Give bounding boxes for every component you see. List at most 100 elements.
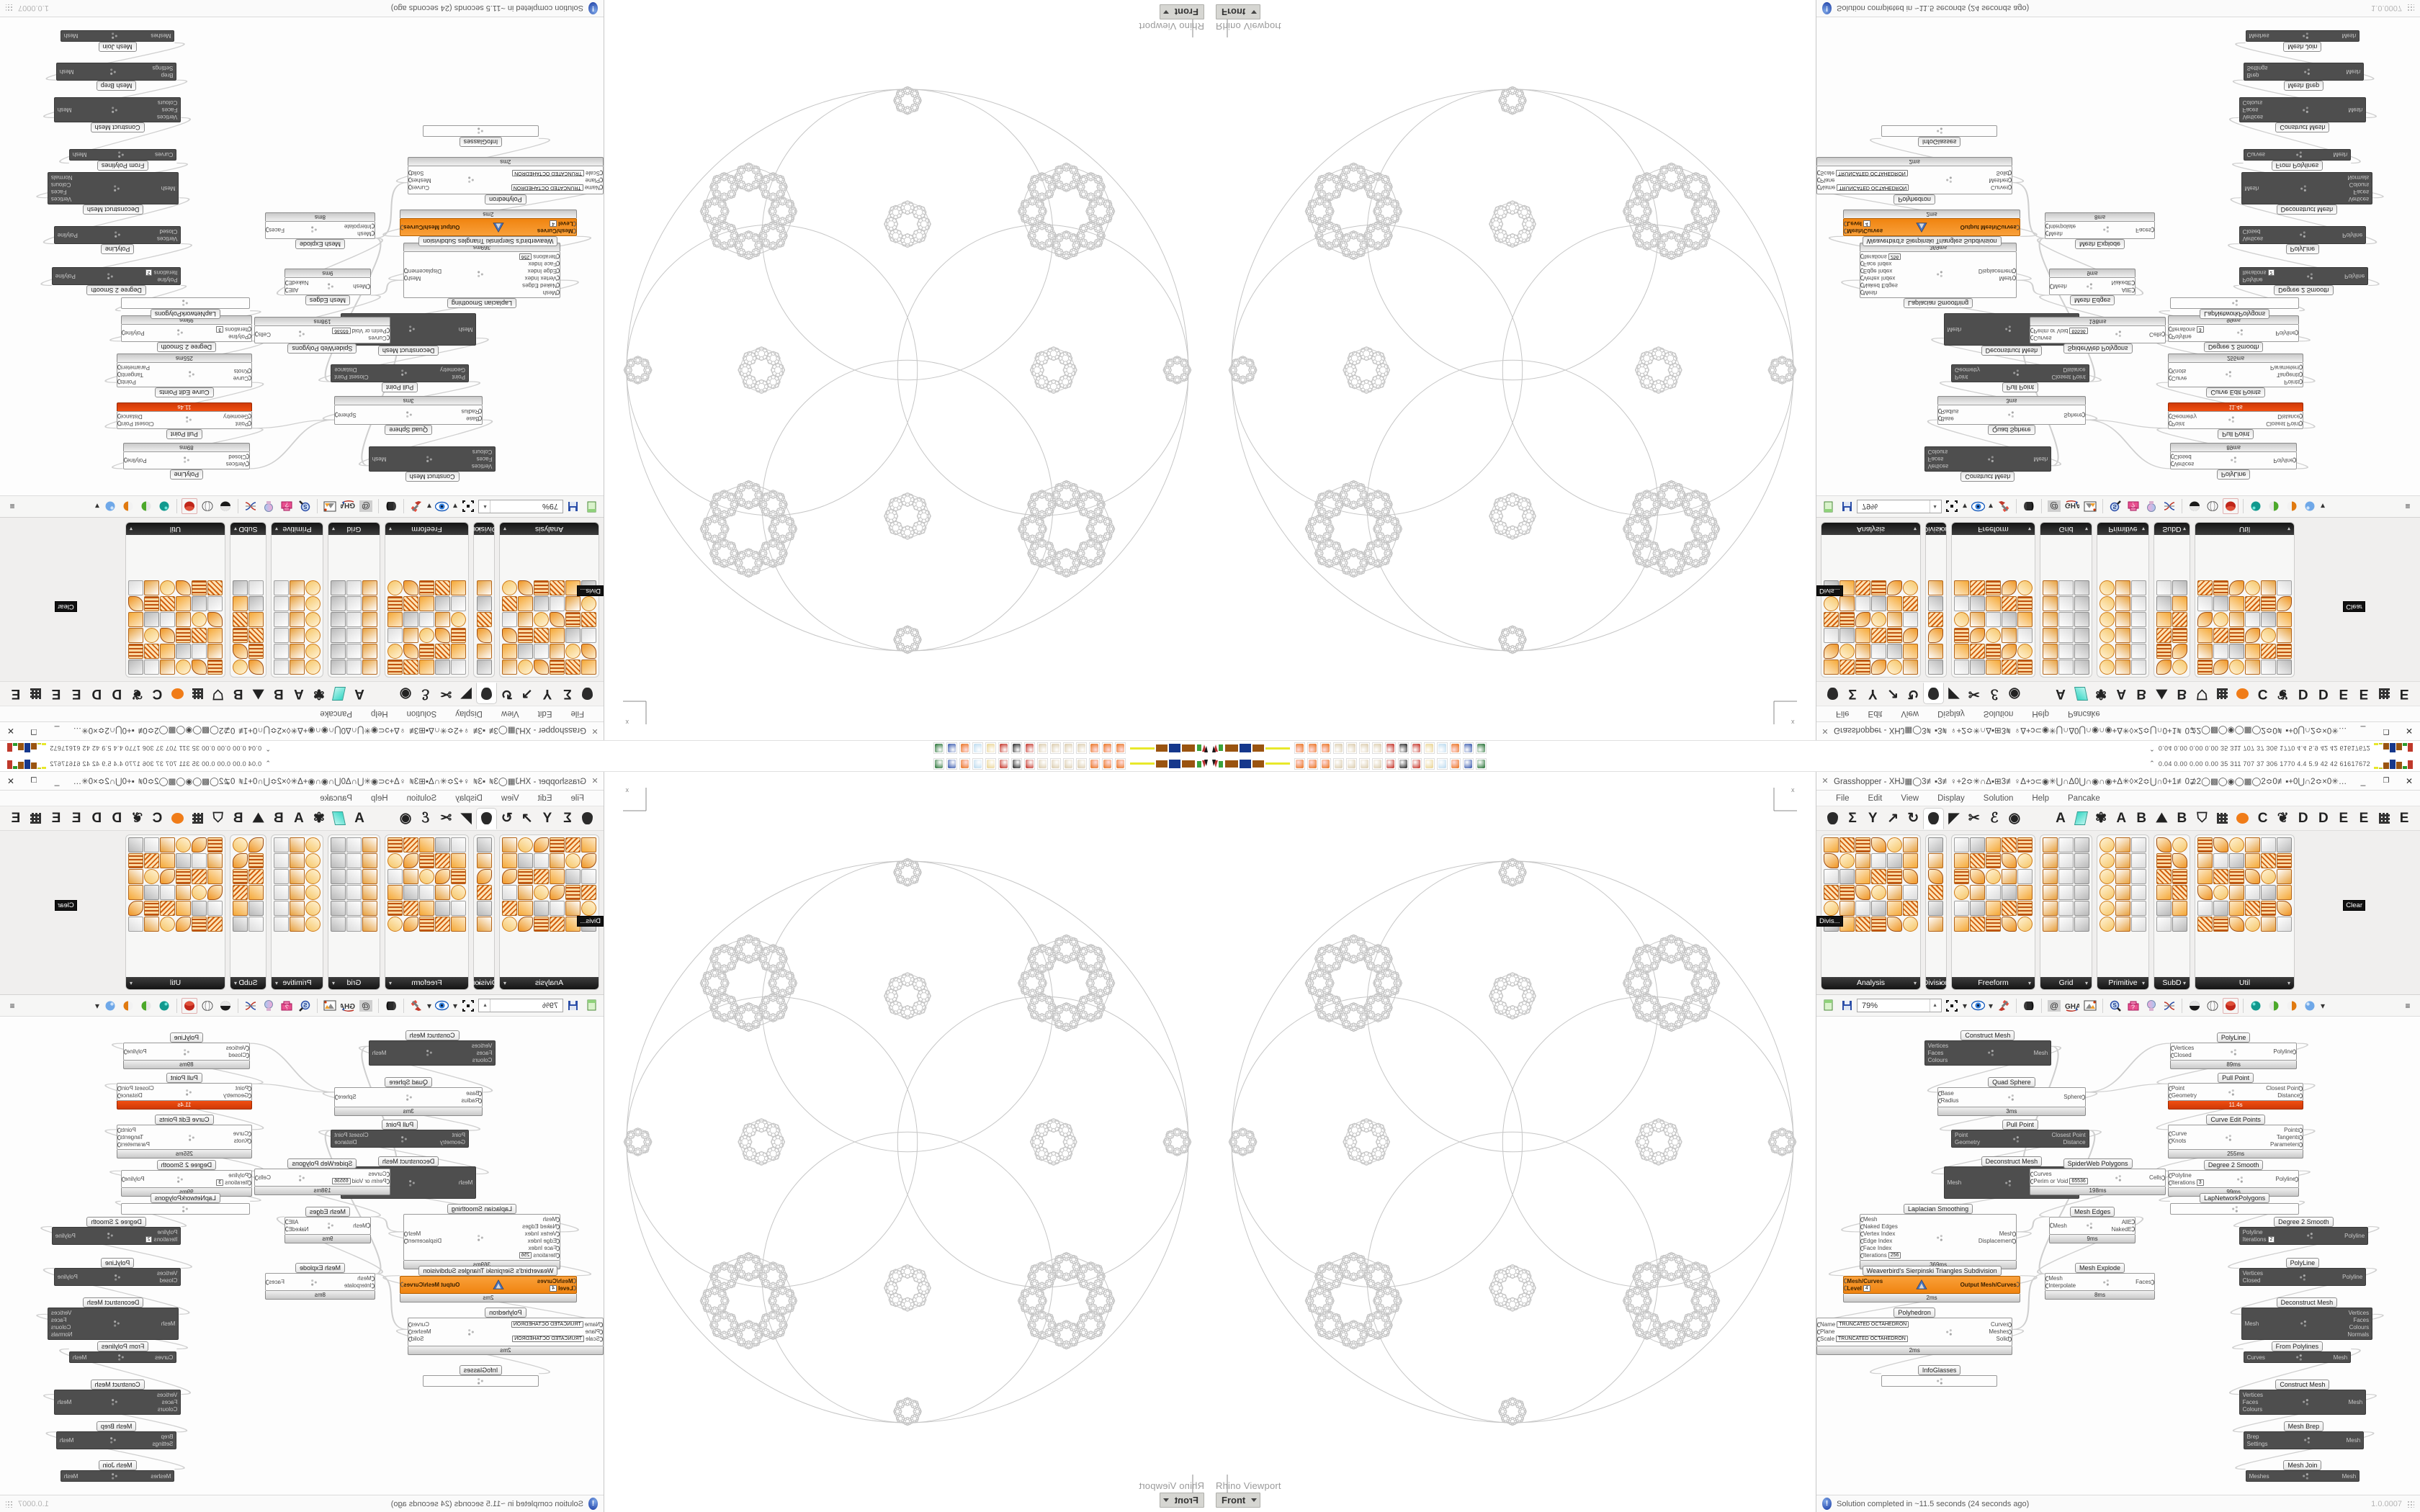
gh-node-lap-network-polygons[interactable]: LapNetworkPolygons xyxy=(120,297,251,319)
gh-node-body[interactable]: Curve Knots Points Tangents Parameters xyxy=(116,361,253,387)
bake-icon[interactable] xyxy=(383,499,399,515)
shade-dark-icon[interactable] xyxy=(218,499,233,515)
gimp-icon[interactable] xyxy=(1333,742,1344,755)
chevron-down-icon[interactable]: ▲ xyxy=(480,500,490,513)
gh-node-nickname[interactable]: From Polylines xyxy=(97,160,149,171)
gh-input-port[interactable] xyxy=(464,374,468,379)
at-sign-icon[interactable]: @ xyxy=(358,499,374,515)
gh-input-port[interactable] xyxy=(248,375,252,381)
gh-input-row[interactable]: Settings xyxy=(153,65,176,71)
ribbon-group-label[interactable]: Analysis ▾ xyxy=(500,523,599,535)
gh-input-row[interactable]: Mesh xyxy=(161,185,179,192)
gh-input-value[interactable]: 4 xyxy=(550,220,557,228)
gh-node-body[interactable]: Name TRUNCATED OCTAHEDRON Plane Scale TRUNCA… xyxy=(407,165,604,195)
ribbon-component-icon[interactable] xyxy=(144,644,159,659)
gh-input-port[interactable] xyxy=(248,326,252,332)
ribbon-component-icon[interactable] xyxy=(502,644,517,659)
gh-node-nickname[interactable]: Mesh Edges xyxy=(305,295,350,306)
gh-input-port[interactable] xyxy=(385,335,390,341)
rhino-icon[interactable] xyxy=(1385,742,1396,755)
gh-output-row[interactable]: Mesh xyxy=(69,151,86,158)
ribbon-component-icon[interactable] xyxy=(581,644,596,659)
ribbon-component-icon[interactable] xyxy=(502,612,517,627)
gh-input-port[interactable] xyxy=(248,420,252,426)
gh-node-body[interactable]: Base Radius Sphere xyxy=(333,405,483,425)
ribbon-component-icon[interactable] xyxy=(160,596,175,611)
ribbon-component-icon[interactable] xyxy=(435,596,450,611)
ribbon-group-grid[interactable] xyxy=(230,578,266,677)
blender-icon[interactable] xyxy=(998,742,1009,755)
ribbon-component-icon[interactable] xyxy=(207,596,223,611)
menu-item-edit[interactable]: Edit xyxy=(537,709,552,719)
gh-output-row[interactable]: Vertices xyxy=(48,196,71,202)
gh-node-nickname[interactable]: SpiderWeb Polygons xyxy=(287,343,357,354)
ribbon-component-icon[interactable] xyxy=(502,580,517,595)
ribbon-component-icon[interactable] xyxy=(477,612,492,627)
mat-blue-icon[interactable] xyxy=(102,499,118,515)
ribbon-group-analysis[interactable]: Analysis ▾ xyxy=(499,522,599,678)
gh-output-row[interactable]: Normals xyxy=(48,174,73,181)
gh-input-port[interactable] xyxy=(172,66,176,71)
gh-node-spiderweb-polygons[interactable]: SpiderWeb Polygons Curves Perim or Void 655… xyxy=(254,316,390,354)
ribbon-component-icon[interactable] xyxy=(144,596,159,611)
gh-output-port[interactable] xyxy=(331,367,336,372)
quadrant-top-left[interactable]: ⌃ 0.04 0.00 0.00 0.00 35 311 707 37 306 … xyxy=(0,0,1210,756)
ribbon-component-icon[interactable] xyxy=(518,644,533,659)
ribbon-component-icon[interactable] xyxy=(362,644,377,659)
ribbon-component-icon[interactable] xyxy=(305,660,321,675)
firefox-icon[interactable] xyxy=(959,742,970,755)
gh-node-body[interactable]: Mesh AllE NakedE xyxy=(284,277,371,296)
ribbon-component-icon[interactable] xyxy=(435,612,450,627)
start-logo-icon[interactable] xyxy=(1212,744,1224,754)
gh-node-nickname[interactable]: Laplacian Smoothing xyxy=(447,297,516,308)
rhino-canvas[interactable]: x Rhino Viewport Front xyxy=(1210,0,1816,740)
ribbon-component-icon[interactable] xyxy=(403,596,418,611)
ribbon-component-icon[interactable] xyxy=(144,580,159,595)
gh-node-nickname[interactable]: Weaverbird's Sierpinski Triangles Subdiv… xyxy=(418,236,558,247)
ribbon-component-icon[interactable] xyxy=(403,580,418,595)
ribbon-component-icon[interactable] xyxy=(387,596,403,611)
ribbon-group-label[interactable]: Freeform ▾ xyxy=(385,523,468,535)
ribbon-component-icon[interactable] xyxy=(346,660,362,675)
calculator-icon[interactable] xyxy=(1437,742,1448,755)
gh-input-row[interactable]: Colours xyxy=(472,449,496,455)
ribbon-tab-addon-a2[interactable]: A xyxy=(289,683,309,705)
ribbon-component-icon[interactable] xyxy=(176,612,191,627)
gh-node-from-polylines[interactable]: From Polylines Curves Mesh xyxy=(68,148,177,171)
gh-node-quad-sphere[interactable]: Quad Sphere Base Radius Sphere 3ms xyxy=(333,396,483,435)
ribbon-tab-addon-bird[interactable]: ❦ xyxy=(127,683,147,705)
gh-input-port[interactable] xyxy=(176,228,181,234)
gh-output-port[interactable] xyxy=(400,225,405,230)
gh-output-port[interactable] xyxy=(54,107,58,113)
rhino-canvas[interactable]: x Rhino Viewport Front xyxy=(604,0,1210,740)
ribbon-component-icon[interactable] xyxy=(128,580,143,595)
gh-input-row[interactable]: Colours xyxy=(157,99,181,106)
gh-node-body[interactable]: Mesh Interpolate Faces xyxy=(265,220,375,239)
ribbon-component-icon[interactable] xyxy=(176,596,191,611)
mat-orange-icon[interactable] xyxy=(120,499,136,515)
taskbar[interactable]: ⌃ 0.04 0.00 0.00 0.00 35 311 707 37 306 … xyxy=(0,740,1210,756)
gh-input-port[interactable] xyxy=(478,415,483,421)
gh-input-port[interactable] xyxy=(556,268,560,274)
gh-node-body[interactable]: Vertices Faces Colours Mesh xyxy=(368,446,496,472)
ribbon-component-icon[interactable] xyxy=(387,660,403,675)
menu-item-solution[interactable]: Solution xyxy=(406,709,437,719)
ribbon-component-icon[interactable] xyxy=(387,628,403,643)
ribbon-component-icon[interactable] xyxy=(128,628,143,643)
gh-output-row[interactable]: NakedE xyxy=(285,279,309,286)
gh-output-row[interactable]: Mesh xyxy=(369,456,386,462)
ribbon-component-icon[interactable] xyxy=(274,660,289,675)
gh-output-row[interactable]: Meshes xyxy=(408,177,431,184)
ribbon-component-icon[interactable] xyxy=(192,628,207,643)
ribbon-component-icon[interactable] xyxy=(387,612,403,627)
ribbon-tab-addon-b2[interactable]: B xyxy=(228,683,248,705)
gh-node-nickname[interactable]: Mesh Explode xyxy=(295,238,345,249)
ribbon-group-grid[interactable] xyxy=(474,578,494,677)
ribbon-tab-mesh-flag[interactable]: ◤ xyxy=(456,683,476,705)
gh-input-row[interactable]: Mesh xyxy=(519,289,560,296)
ribbon-group-label[interactable]: Grid ▾ xyxy=(328,523,380,535)
gh-input-row[interactable]: Mesh/Curves xyxy=(537,228,576,234)
ribbon-component-icon[interactable] xyxy=(128,660,143,675)
gh-node-polyhedron[interactable]: Polyhedron Name TRUNCATED OCTAHEDRON Plane S… xyxy=(407,156,604,205)
ribbon-component-icon[interactable] xyxy=(435,628,450,643)
